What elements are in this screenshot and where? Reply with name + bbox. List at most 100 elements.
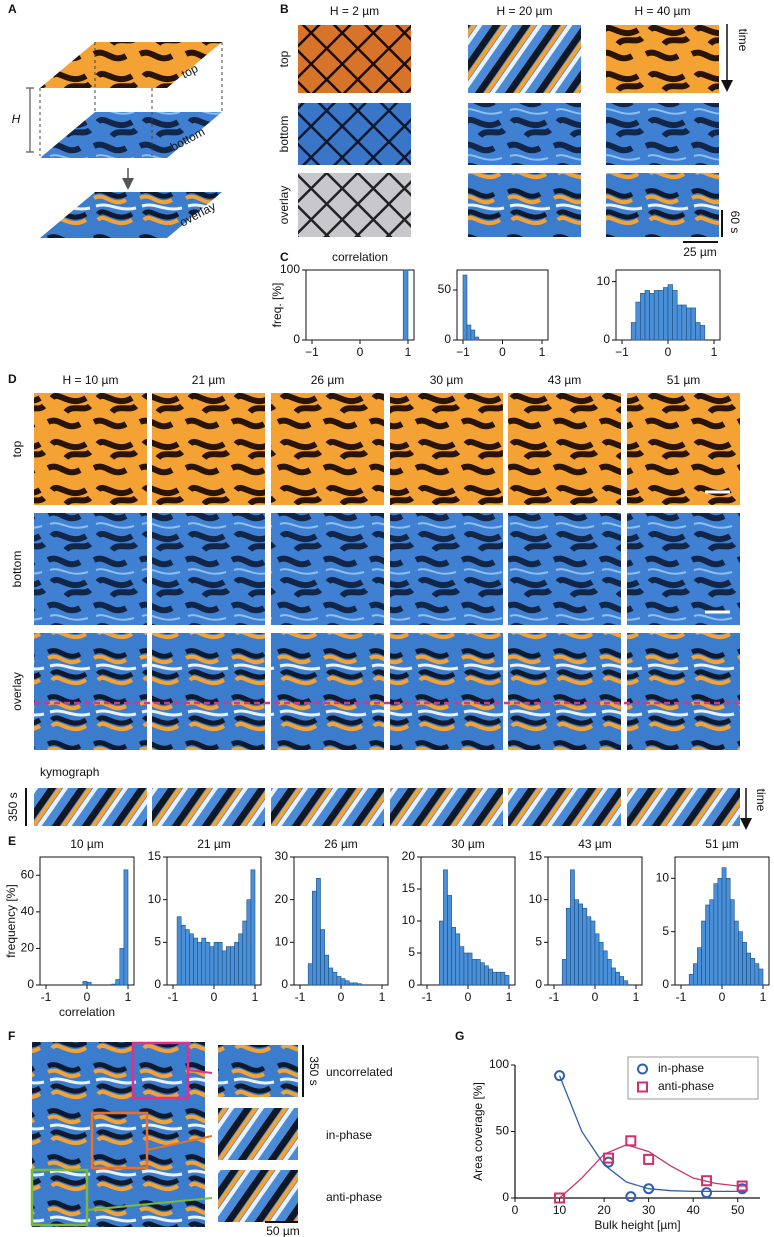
panel-label: B — [280, 2, 289, 16]
label: 60 s — [728, 211, 742, 234]
data-point — [554, 1070, 566, 1082]
fit-curve — [559, 1144, 747, 1199]
histogram-bar — [695, 322, 701, 341]
x-tick-label: 1 — [405, 345, 412, 359]
legend-box — [627, 1056, 759, 1100]
label: kymograph — [40, 765, 99, 779]
histogram-bar — [467, 952, 473, 986]
x-tick-label: -1 — [549, 990, 560, 1004]
y-tick-label: 5 — [662, 924, 669, 938]
x-tick-label: 20 — [597, 1203, 611, 1217]
micrograph — [468, 103, 581, 165]
histogram-bar — [504, 975, 510, 986]
histogram-bar — [623, 980, 629, 986]
histogram-bar — [324, 954, 330, 986]
histogram-bar — [123, 869, 129, 986]
histogram-bar — [320, 929, 325, 986]
histogram-bar — [653, 290, 660, 341]
histogram-bar — [640, 293, 646, 341]
histogram-bar — [234, 942, 239, 986]
x-tick-label: 0 — [512, 1203, 519, 1217]
x-tick-label: 1 — [633, 990, 640, 1004]
micrograph — [627, 393, 740, 505]
histogram-bar — [201, 937, 207, 986]
histogram-bar — [176, 916, 182, 986]
y-tick-label: 15 — [148, 849, 162, 863]
histogram-bar — [594, 933, 600, 986]
histogram-bar — [479, 962, 485, 986]
y-tick-label: 0 — [281, 977, 288, 991]
x-tick-label: 0 — [84, 990, 91, 1004]
histogram-bar — [496, 971, 502, 986]
micrograph — [390, 633, 503, 750]
x-tick-label: 0 — [357, 345, 364, 359]
y-tick-label: 100 — [280, 262, 300, 276]
histogram-bar — [492, 971, 498, 986]
data-point — [625, 1191, 637, 1203]
y-tick-label: 50 — [496, 1124, 510, 1138]
histogram-bar — [119, 948, 125, 986]
micrograph — [468, 173, 581, 237]
histogram-bar — [205, 942, 211, 986]
micrograph — [468, 25, 581, 93]
micrograph — [606, 25, 719, 93]
legend-marker — [637, 1063, 648, 1075]
x-tick-label: 0 — [465, 990, 472, 1004]
micrograph — [627, 788, 740, 826]
y-tick-label: 0 — [27, 977, 34, 991]
histogram-bar — [185, 929, 190, 986]
histogram-bar — [344, 980, 350, 986]
x-tick-label: −1 — [615, 345, 629, 359]
histogram-bar — [688, 974, 694, 986]
micrograph — [627, 633, 740, 750]
micrograph — [218, 1045, 298, 1097]
y-tick-label: 100 — [489, 1057, 509, 1071]
y-tick-label: 10 — [529, 892, 543, 906]
histogram-bar — [717, 878, 723, 986]
histogram-bar — [328, 967, 334, 986]
histogram-bar — [709, 899, 715, 986]
histogram-bar — [738, 931, 743, 986]
histogram-bar — [672, 290, 678, 341]
histogram-bar — [690, 307, 696, 341]
plane — [40, 112, 222, 158]
histogram-bar — [692, 963, 698, 986]
micrograph — [627, 513, 740, 625]
micrograph — [34, 788, 147, 826]
histogram-bar — [635, 301, 641, 341]
fit-curve — [558, 1075, 747, 1192]
chart-title: correlation — [332, 250, 388, 264]
data-point — [643, 1153, 655, 1165]
y-tick-label: 20 — [275, 892, 289, 906]
histogram-bar — [705, 904, 710, 986]
y-tick-label: 0 — [293, 332, 300, 346]
histogram-bar — [729, 899, 735, 986]
row-label: uncorrelated — [326, 1065, 393, 1079]
histogram-bar — [462, 274, 468, 341]
histogram-bar — [484, 965, 489, 986]
label: 350 s — [307, 1056, 321, 1085]
y-tick-label: 40 — [21, 904, 35, 918]
histogram-bar — [699, 325, 706, 341]
y-axis-label: freq. [%] — [270, 283, 284, 328]
histogram-bar — [663, 287, 669, 341]
histogram-bar — [197, 942, 203, 986]
y-tick-label: 30 — [275, 849, 289, 863]
column-header: H = 10 µm — [63, 373, 119, 387]
histogram-bar — [193, 937, 198, 986]
histogram-bar — [582, 907, 588, 986]
histogram-bar — [311, 890, 317, 986]
x-tick-label: −1 — [305, 345, 319, 359]
histogram-bar — [250, 869, 256, 986]
roi-box — [30, 1168, 89, 1227]
label: time — [754, 789, 768, 812]
histogram-bar — [574, 899, 579, 986]
micrograph — [508, 513, 621, 625]
data-point — [625, 1135, 637, 1147]
histogram-bar — [82, 981, 88, 986]
histogram-bar — [230, 946, 235, 986]
micrograph — [34, 393, 147, 505]
legend-label: anti-phase — [658, 1079, 714, 1093]
column-header: 51 µm — [667, 373, 701, 387]
histogram-bar — [565, 907, 571, 986]
